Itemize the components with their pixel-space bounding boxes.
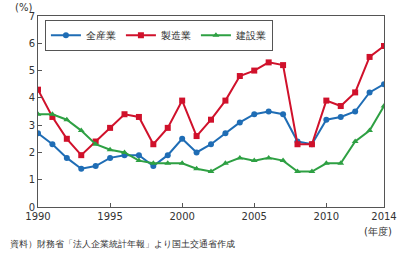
svg-text:4: 4 (29, 92, 35, 103)
svg-text:2000: 2000 (169, 211, 194, 222)
svg-text:0: 0 (29, 202, 35, 213)
svg-text:建設業: 建設業 (235, 30, 266, 41)
svg-text:5: 5 (29, 65, 35, 76)
svg-text:7: 7 (29, 11, 35, 22)
svg-text:(%): (%) (15, 2, 32, 13)
svg-text:2005: 2005 (242, 211, 267, 222)
svg-text:1990: 1990 (25, 211, 50, 222)
svg-text:3: 3 (29, 120, 35, 131)
svg-text:2014: 2014 (371, 211, 396, 222)
svg-text:1: 1 (29, 174, 35, 185)
svg-text:(年度): (年度) (364, 226, 392, 237)
svg-text:製造業: 製造業 (161, 30, 191, 41)
svg-text:2010: 2010 (314, 211, 339, 222)
svg-text:6: 6 (29, 38, 35, 49)
svg-text:2: 2 (29, 147, 35, 158)
svg-text:全産業: 全産業 (86, 30, 116, 41)
svg-text:資料）財務省「法人企業統計年報」より国土交通省作成: 資料）財務省「法人企業統計年報」より国土交通省作成 (10, 239, 235, 249)
svg-text:1995: 1995 (97, 211, 122, 222)
